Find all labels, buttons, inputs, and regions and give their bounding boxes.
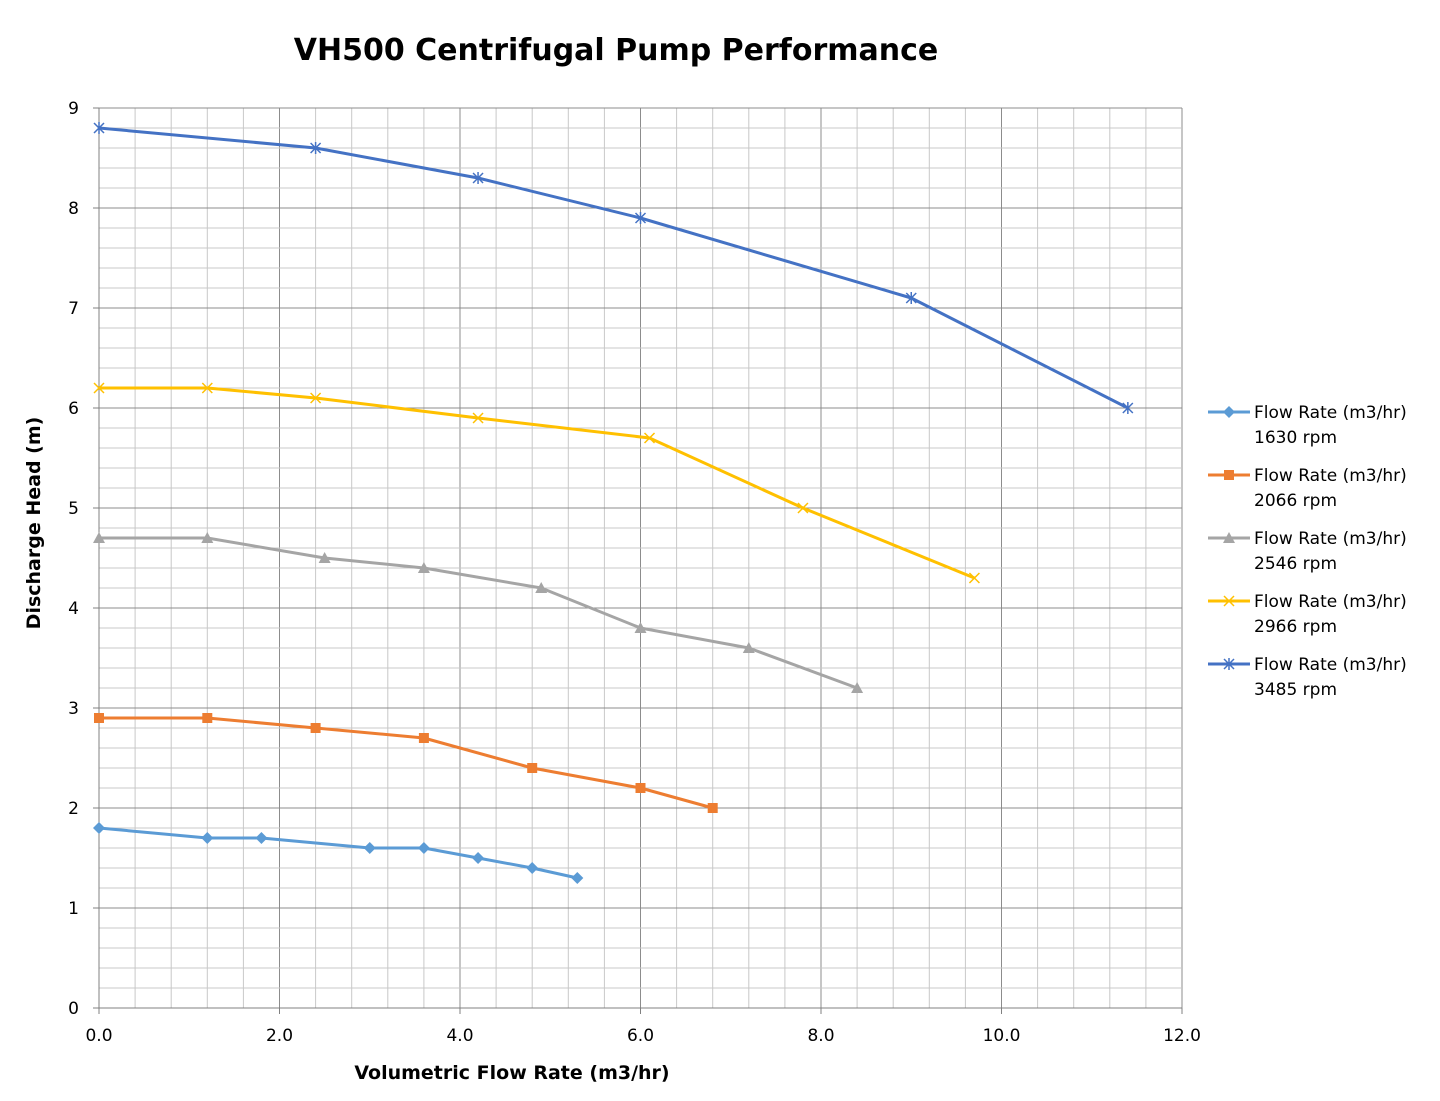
legend-label-rpm: 2546 rpm: [1254, 554, 1337, 574]
legend-entry: Flow Rate (m3/hr) 2546 rpm: [1208, 529, 1407, 574]
diamond-marker: [417, 842, 430, 854]
star-marker: [1223, 658, 1235, 670]
diamond-marker: [472, 852, 485, 864]
legend-entry: Flow Rate (m3/hr) 3485 rpm: [1208, 655, 1407, 700]
legend-label-rpm: 2966 rpm: [1254, 617, 1337, 637]
diamond-marker: [526, 862, 539, 874]
x-marker: [93, 382, 105, 394]
legend-label: Flow Rate (m3/hr): [1254, 466, 1407, 486]
star-marker: [905, 292, 917, 304]
legend-entry: Flow Rate (m3/hr) 2066 rpm: [1208, 466, 1407, 511]
grid: [98, 107, 1183, 1009]
y-tick-label: 8: [68, 199, 79, 219]
y-tick-label: 9: [68, 99, 79, 119]
x-marker: [968, 572, 980, 584]
x-marker: [1223, 595, 1235, 607]
axis-ticks: 0.0 2.0 4.0 6.0 8.0 10.0 12.0 0 1 2 3 4 5 6 7 8 9: [68, 99, 1201, 1046]
series-group: [93, 122, 1134, 884]
legend-label: Flow Rate (m3/hr): [1254, 403, 1407, 423]
legend-label-rpm: 2066 rpm: [1254, 491, 1337, 511]
series-line: [98, 826, 578, 880]
triangle-marker: [318, 552, 331, 563]
x-tick-label: 8.0: [807, 1026, 834, 1046]
x-axis-label: Volumetric Flow Rate (m3/hr): [354, 1062, 669, 1084]
y-tick-label: 3: [68, 699, 79, 719]
legend-label: Flow Rate (m3/hr): [1254, 592, 1407, 612]
diamond-marker: [363, 842, 376, 854]
star-marker: [634, 212, 647, 224]
square-marker: [707, 803, 718, 813]
star-marker: [472, 172, 484, 184]
star-marker: [93, 122, 105, 134]
diamond-marker: [201, 832, 214, 844]
x-tick-label: 2.0: [266, 1026, 293, 1046]
diamond-marker: [571, 872, 584, 884]
y-tick-label: 4: [68, 599, 79, 619]
y-tick-label: 5: [68, 499, 79, 519]
triangle-marker: [851, 682, 864, 693]
y-tick-label: 6: [68, 399, 79, 419]
chart-title: VH500 Centrifugal Pump Performance: [294, 33, 939, 68]
x-tick-label: 0.0: [85, 1026, 112, 1046]
diamond-marker: [255, 832, 268, 844]
triangle-marker: [1223, 532, 1235, 543]
legend-label: Flow Rate (m3/hr): [1254, 529, 1407, 549]
y-axis-label: Discharge Head (m): [23, 417, 45, 630]
diamond-marker: [1223, 406, 1235, 418]
y-tick-label: 0: [68, 999, 79, 1019]
series-2966-rpm: [93, 382, 980, 584]
x-marker: [201, 382, 213, 394]
legend-entry: Flow Rate (m3/hr) 2966 rpm: [1208, 592, 1407, 637]
series-3485-rpm: [93, 122, 1134, 414]
legend-label-rpm: 1630 rpm: [1254, 428, 1337, 448]
y-tick-label: 2: [68, 799, 79, 819]
x-marker: [643, 432, 656, 444]
square-marker: [94, 713, 104, 723]
legend-label-rpm: 3485 rpm: [1254, 680, 1337, 700]
series-line: [99, 386, 975, 580]
triangle-marker: [417, 562, 430, 573]
triangle-marker: [535, 582, 548, 593]
triangle-marker: [93, 532, 105, 543]
series-1630-rpm: [93, 822, 584, 884]
square-marker: [202, 713, 213, 723]
star-marker: [1122, 402, 1134, 414]
y-tick-label: 7: [68, 299, 79, 319]
square-marker: [418, 733, 429, 743]
x-tick-label: 6.0: [627, 1026, 654, 1046]
x-marker: [797, 502, 809, 514]
star-marker: [310, 142, 322, 154]
square-marker: [1224, 470, 1234, 480]
square-marker: [527, 763, 538, 773]
triangle-marker: [742, 642, 755, 653]
x-tick-label: 4.0: [446, 1026, 473, 1046]
x-tick-label: 12.0: [1163, 1026, 1201, 1046]
series-line: [98, 126, 1129, 410]
series-2546-rpm: [93, 532, 864, 693]
x-marker: [472, 412, 484, 424]
y-tick-label: 1: [68, 899, 79, 919]
square-marker: [635, 783, 646, 793]
series-line: [99, 536, 858, 690]
series-2066-rpm: [94, 713, 718, 813]
x-tick-label: 10.0: [983, 1026, 1021, 1046]
legend-entry: Flow Rate (m3/hr) 1630 rpm: [1208, 403, 1407, 448]
x-marker: [310, 392, 322, 404]
diamond-marker: [93, 822, 105, 834]
legend-label: Flow Rate (m3/hr): [1254, 655, 1407, 675]
series-line: [99, 716, 714, 810]
triangle-marker: [634, 622, 647, 633]
square-marker: [310, 723, 321, 733]
triangle-marker: [201, 532, 214, 543]
